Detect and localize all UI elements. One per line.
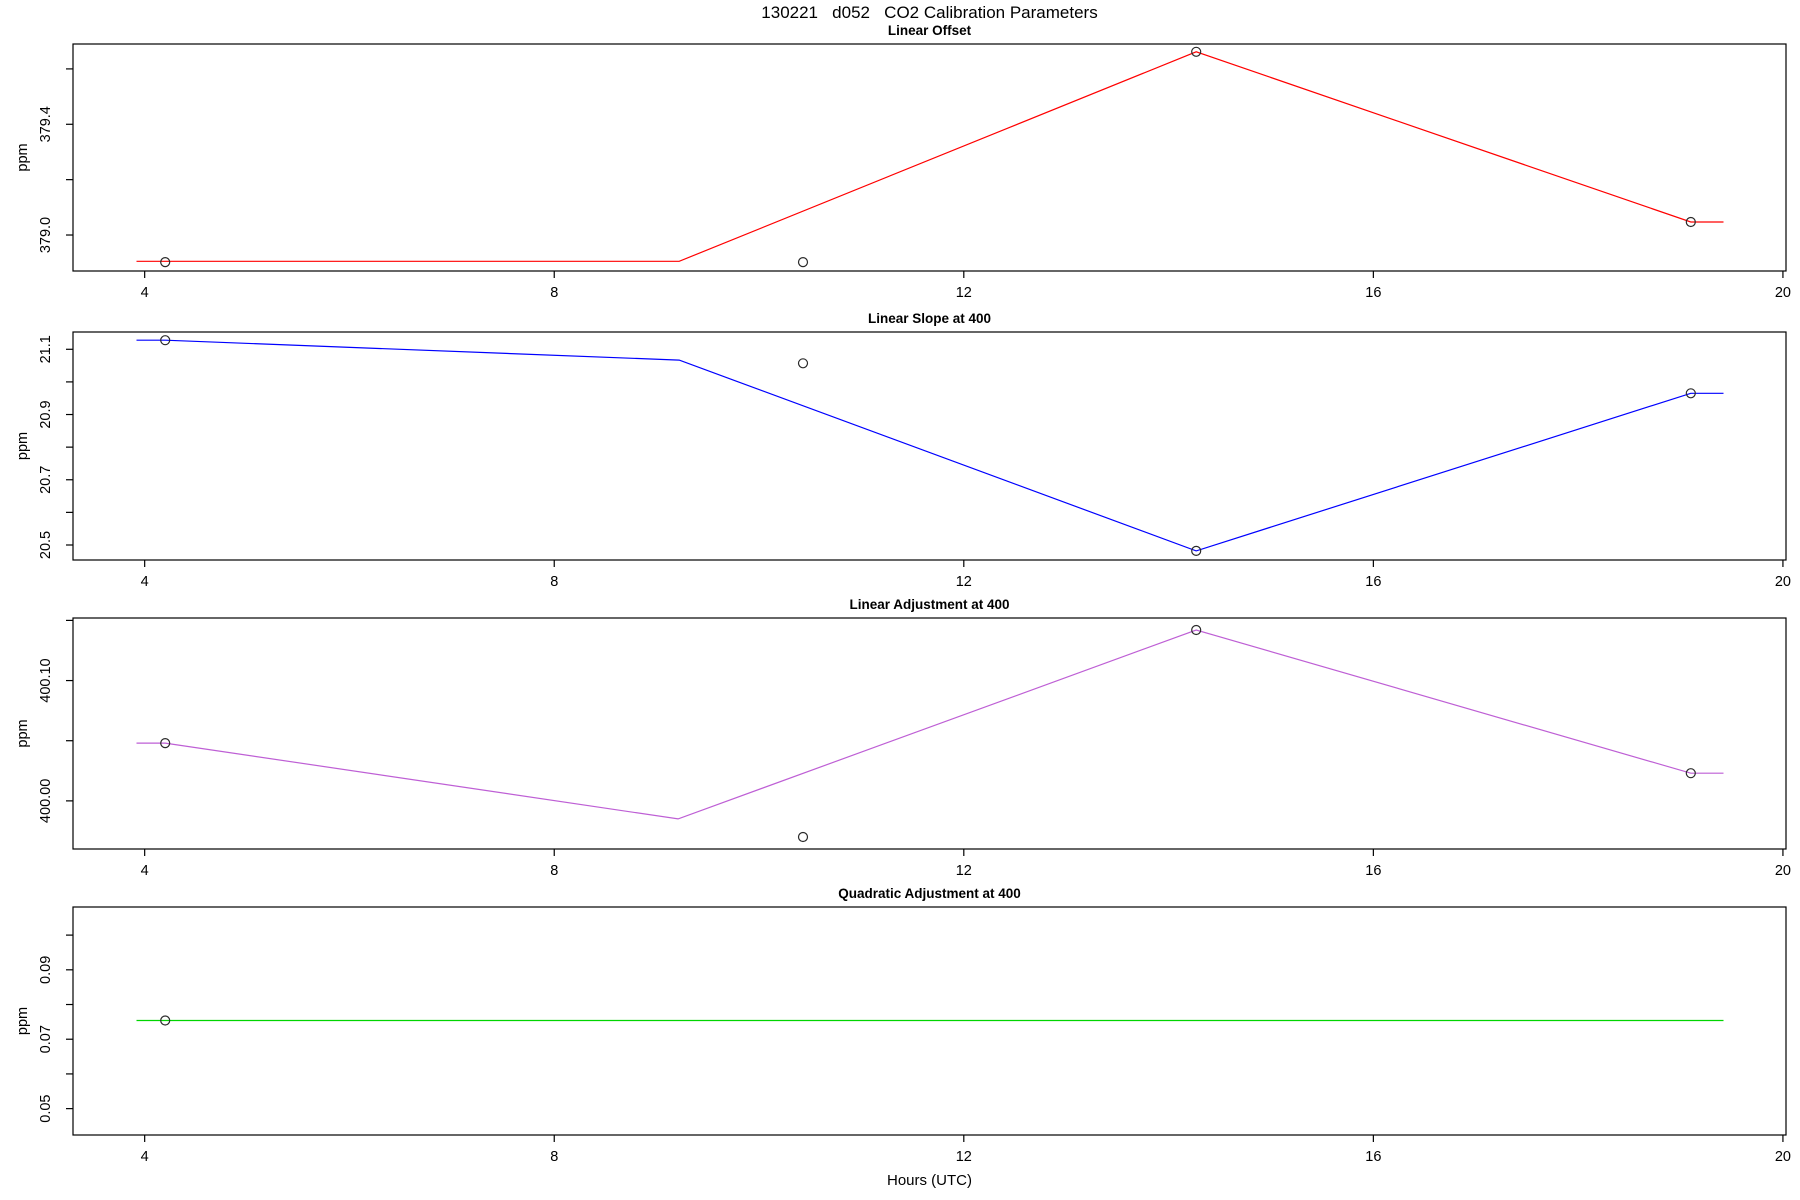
x-tick-label: 4	[141, 863, 149, 879]
x-tick-label: 8	[550, 863, 558, 879]
data-point-marker	[160, 335, 171, 346]
x-tick-label: 8	[550, 285, 558, 301]
y-axis-title: ppm	[15, 432, 31, 460]
series-line	[136, 339, 1724, 552]
panel-title-quadratic-adjustment: Quadratic Adjustment at 400	[838, 886, 1021, 901]
y-tick-label: 379.0	[38, 217, 54, 253]
x-tick-label: 4	[141, 285, 149, 301]
x-tick-label: 16	[1365, 574, 1381, 590]
data-point-marker	[797, 358, 809, 369]
data-point-marker	[160, 257, 171, 268]
series-line	[136, 51, 1724, 262]
y-tick-label: 0.05	[38, 1095, 54, 1123]
x-tick-label: 12	[956, 574, 972, 590]
x-tick-label: 16	[1365, 285, 1381, 301]
y-tick-label: 0.07	[38, 1025, 54, 1053]
y-tick-label: 379.4	[38, 106, 54, 142]
x-tick-label: 16	[1365, 1149, 1381, 1165]
panel-title-linear-offset: Linear Offset	[887, 23, 972, 38]
y-tick-label: 0.09	[38, 956, 54, 984]
series-line	[136, 629, 1724, 820]
x-tick-label: 12	[956, 863, 972, 879]
data-point-marker	[1191, 624, 1202, 636]
data-point-marker	[1685, 768, 1696, 779]
y-axis-title: ppm	[15, 1007, 31, 1035]
y-tick-label: 20.7	[38, 466, 54, 494]
data-point-marker	[797, 257, 809, 268]
x-axis-label: Hours (UTC)	[887, 1172, 972, 1189]
y-tick-label: 20.5	[38, 531, 54, 559]
panel-title-linear-slope: Linear Slope at 400	[867, 311, 992, 326]
plot-box	[72, 617, 1787, 850]
y-tick-label: 20.9	[38, 400, 54, 428]
x-tick-label: 4	[141, 574, 149, 590]
y-tick-label: 400.00	[38, 779, 54, 823]
figure-title: 130221 d052 CO2 Calibration Parameters	[761, 3, 1098, 22]
x-tick-label: 4	[141, 1149, 149, 1165]
x-tick-label: 20	[1775, 1149, 1791, 1165]
plot-box	[72, 331, 1787, 561]
data-point-marker	[160, 1015, 171, 1026]
plot-box	[72, 906, 1787, 1136]
y-axis-title: ppm	[15, 143, 31, 171]
data-point-marker	[1191, 545, 1202, 557]
data-point-marker	[1191, 46, 1202, 57]
x-tick-label: 8	[550, 1149, 558, 1165]
panel-title-linear-adjustment: Linear Adjustment at 400	[849, 597, 1010, 612]
data-point-marker	[1685, 388, 1696, 399]
x-tick-label: 20	[1775, 285, 1791, 301]
x-tick-label: 20	[1775, 574, 1791, 590]
y-axis-title: ppm	[15, 719, 31, 747]
x-tick-label: 12	[956, 285, 972, 301]
data-point-marker	[797, 831, 809, 843]
y-tick-label: 400.10	[38, 658, 54, 702]
data-point-marker	[1685, 216, 1696, 228]
x-tick-label: 8	[550, 574, 558, 590]
x-tick-label: 16	[1365, 863, 1381, 879]
x-tick-label: 12	[956, 1149, 972, 1165]
data-point-marker	[160, 737, 171, 749]
y-tick-label: 21.1	[38, 335, 54, 363]
plot-box	[72, 43, 1787, 272]
x-tick-label: 20	[1775, 863, 1791, 879]
